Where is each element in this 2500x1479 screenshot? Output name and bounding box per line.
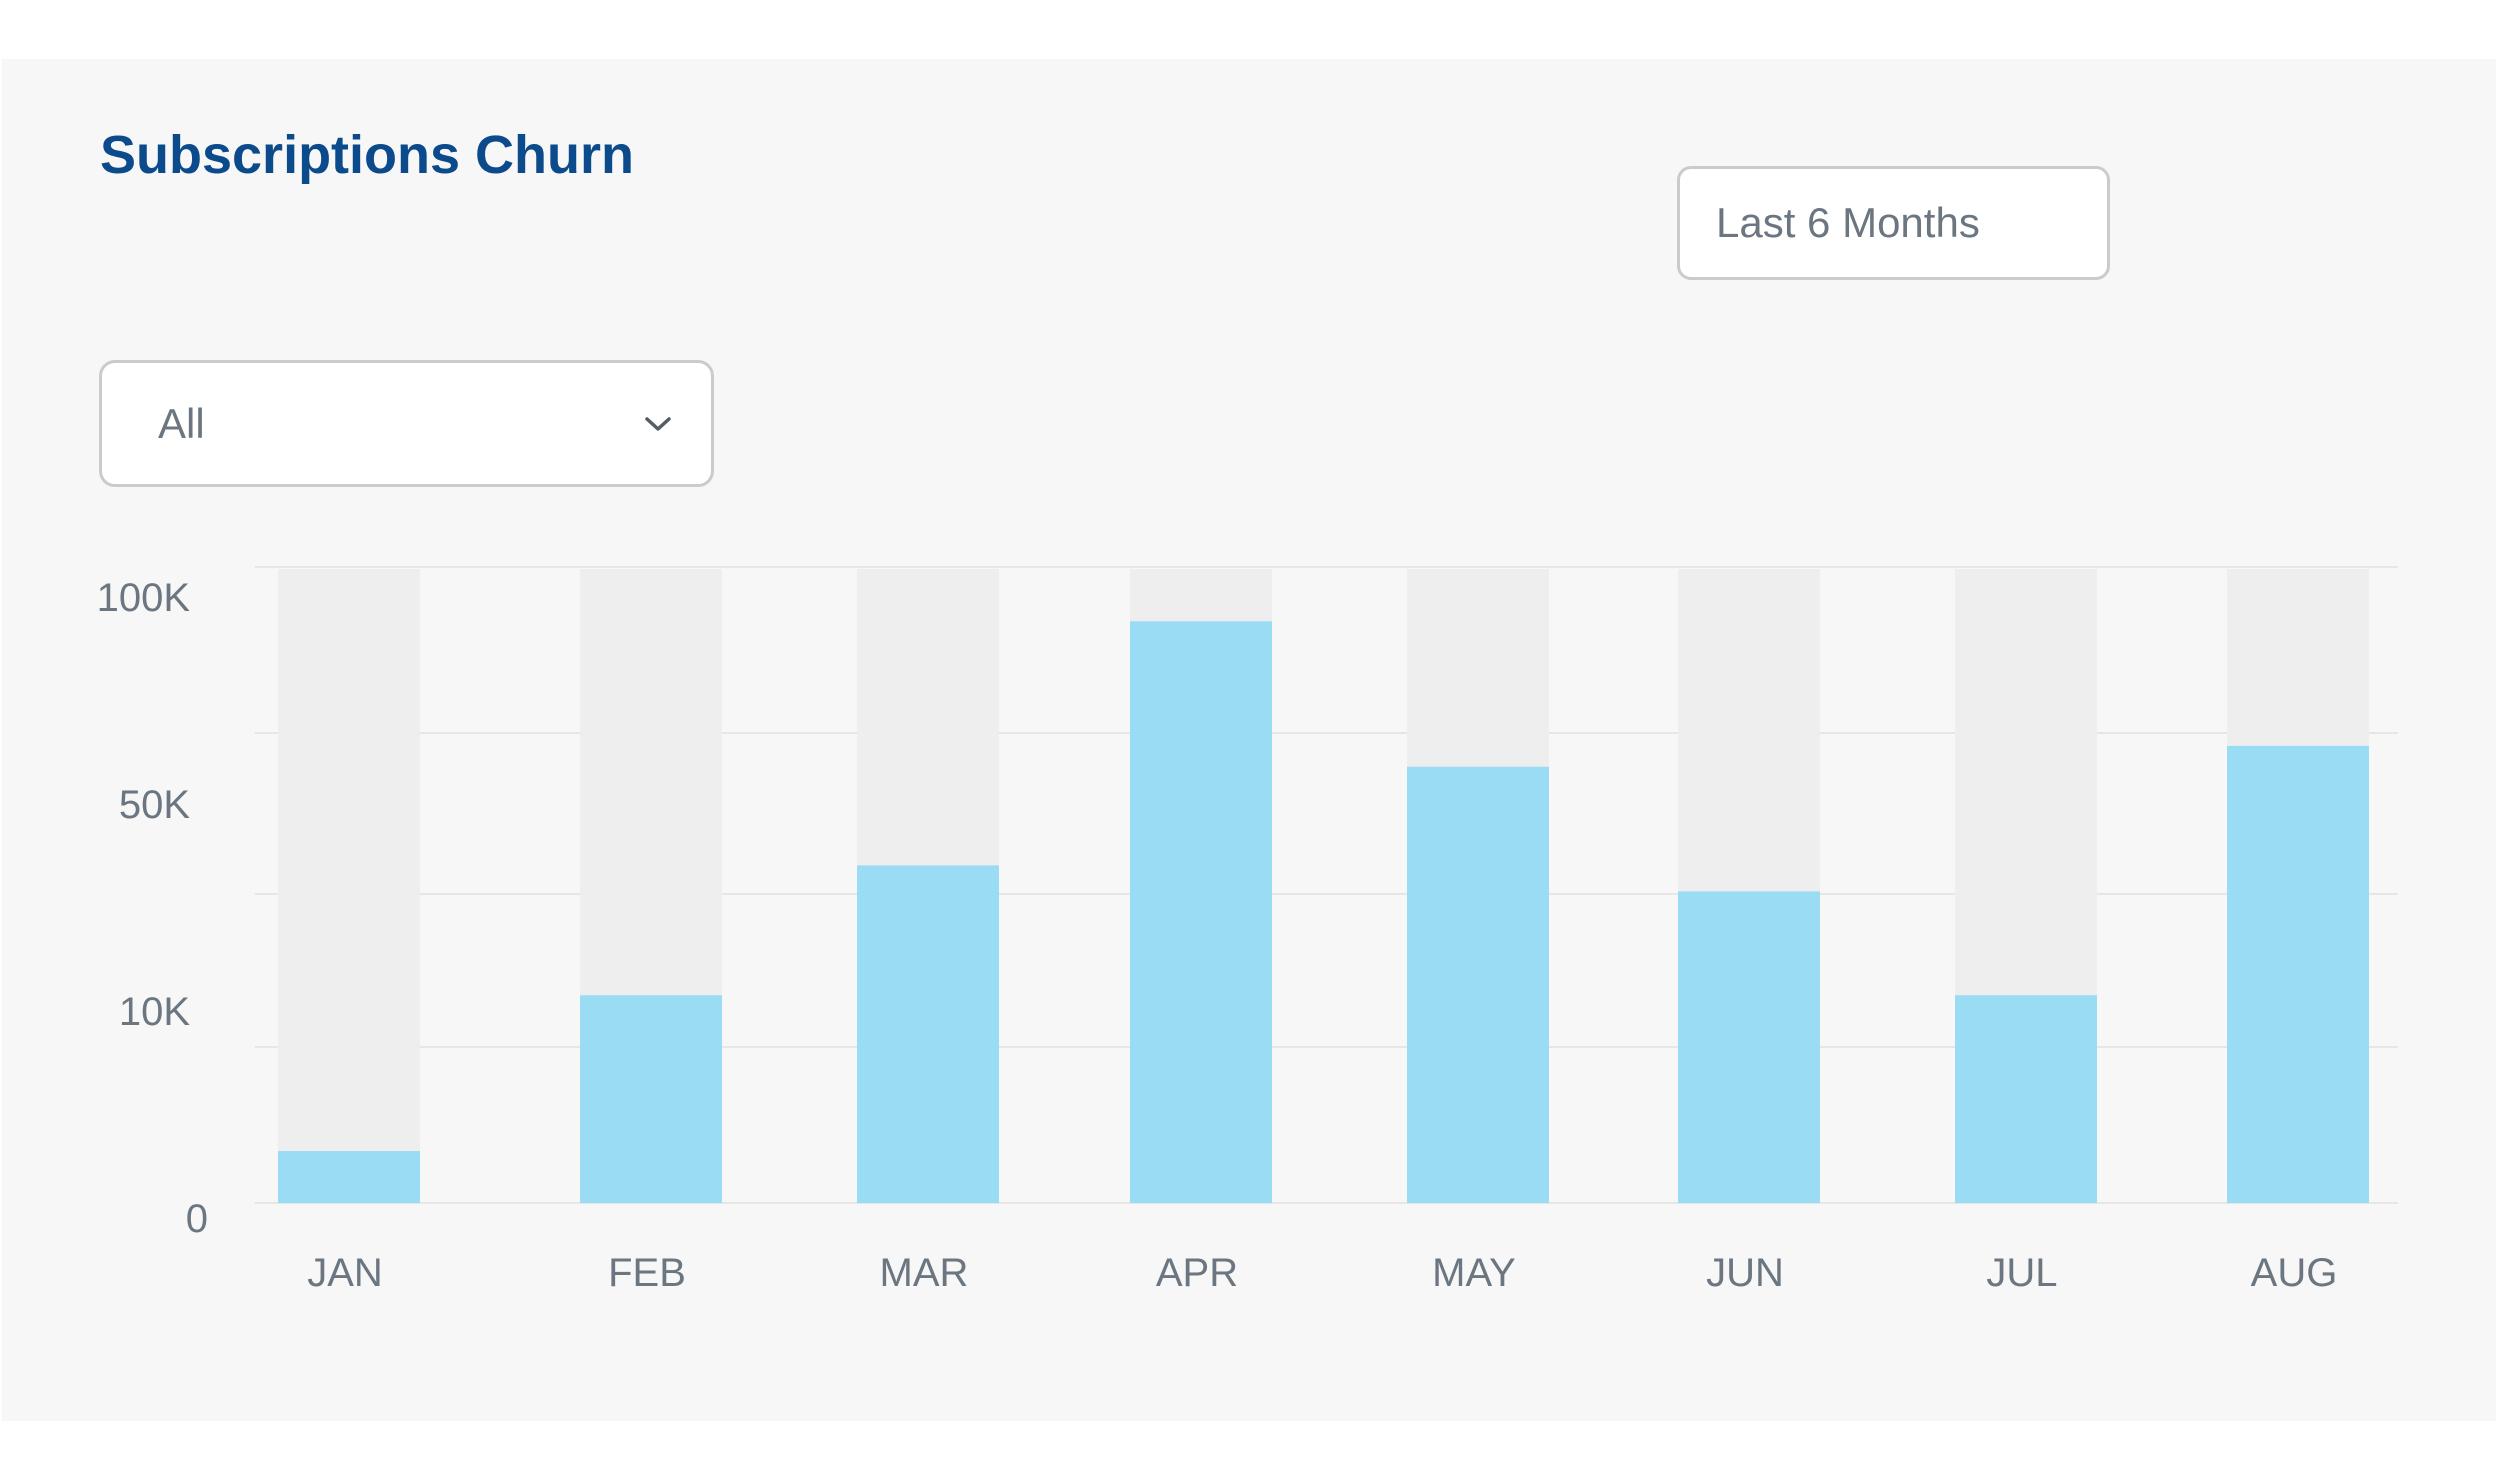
filter-selected-value: All bbox=[158, 399, 205, 447]
x-tick-label: AUG bbox=[2251, 1251, 2338, 1295]
date-range-label: Last 6 Months bbox=[1716, 199, 1980, 246]
filter-select[interactable]: All bbox=[99, 360, 714, 487]
x-tick-label: FEB bbox=[608, 1251, 686, 1295]
chart-title: Subscriptions Churn bbox=[100, 125, 635, 185]
x-tick-label: MAR bbox=[880, 1251, 969, 1295]
y-tick-label: 0 bbox=[186, 1197, 208, 1241]
x-tick-label: JAN bbox=[307, 1251, 383, 1295]
bar-jul bbox=[1955, 995, 2097, 1203]
x-tick-label: MAY bbox=[1432, 1251, 1516, 1295]
y-tick-label: 10K bbox=[119, 990, 190, 1034]
bar-jun bbox=[1678, 891, 1820, 1203]
bar-mar bbox=[857, 865, 999, 1203]
x-tick-label: JUN bbox=[1706, 1251, 1784, 1295]
y-tick-label: 100K bbox=[97, 576, 191, 620]
bar-jan bbox=[278, 1151, 420, 1203]
y-tick-label: 50K bbox=[119, 783, 190, 827]
date-range-button[interactable]: Last 6 Months bbox=[1677, 166, 2110, 280]
bar-track bbox=[278, 569, 420, 1203]
chevron-down-icon bbox=[645, 416, 671, 431]
x-tick-label: JUL bbox=[1986, 1251, 2057, 1295]
bar-apr bbox=[1130, 621, 1272, 1203]
bar-feb bbox=[580, 995, 722, 1203]
bar-aug bbox=[2227, 745, 2369, 1203]
bar-may bbox=[1407, 766, 1549, 1203]
x-tick-label: APR bbox=[1156, 1251, 1238, 1295]
